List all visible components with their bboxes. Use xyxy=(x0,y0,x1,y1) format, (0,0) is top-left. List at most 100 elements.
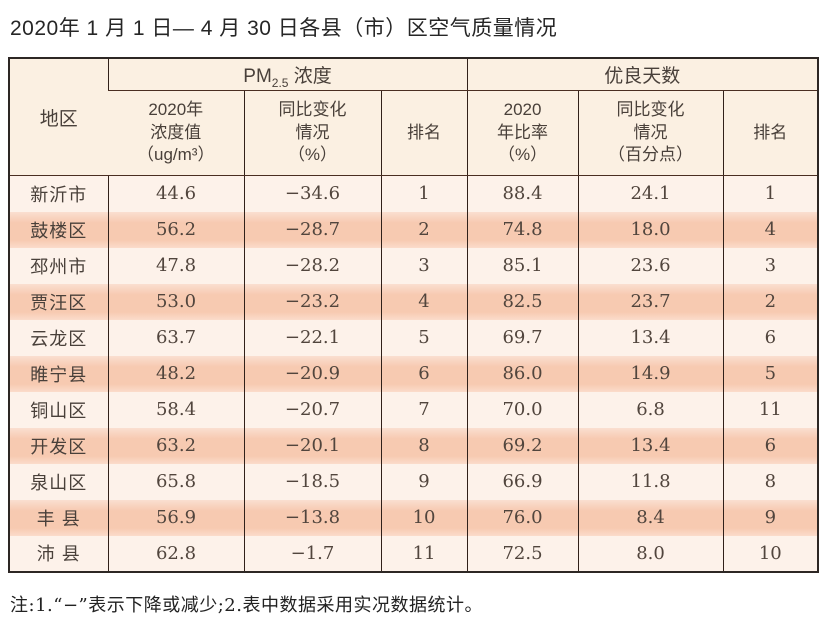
cell-pm-change: −23.2 xyxy=(243,283,381,320)
col-header-region: 地区 xyxy=(9,58,108,176)
cell-pm-change: −34.6 xyxy=(243,175,381,212)
cell-region: 丰 县 xyxy=(36,508,81,529)
cell-pm-value: 63.7 xyxy=(107,319,244,356)
cell-good-rate: 72.5 xyxy=(466,535,579,572)
cell-pm-rank: 8 xyxy=(380,427,468,464)
col-header-pm-rank: 排名 xyxy=(380,90,468,176)
cell-pm-value: 48.2 xyxy=(107,355,244,392)
cell-region: 鼓楼区 xyxy=(30,220,88,241)
cell-pm-rank: 3 xyxy=(380,247,468,284)
cell-good-change: 8.0 xyxy=(577,535,724,572)
cell-good-rank: 2 xyxy=(722,283,819,320)
cell-good-change: 8.4 xyxy=(577,499,724,536)
cell-good-rank: 10 xyxy=(722,535,819,572)
page-title: 2020年 1 月 1 日— 4 月 30 日各县（市）区空气质量情况 xyxy=(10,17,558,40)
cell-pm-change: −28.7 xyxy=(243,211,381,248)
cell-pm-value: 62.8 xyxy=(107,535,244,572)
cell-pm-change: −22.1 xyxy=(243,319,381,356)
table-row: 邳州市 47.8 −28.2 3 85.1 23.6 3 xyxy=(9,247,819,284)
cell-pm-change: −28.2 xyxy=(243,247,381,284)
table-row: 铜山区 58.4 −20.7 7 70.0 6.8 11 xyxy=(9,391,819,428)
cell-pm-rank: 9 xyxy=(380,463,468,500)
col-header-good-change: 同比变化 情况 （百分点） xyxy=(577,90,724,176)
cell-pm-rank: 4 xyxy=(380,283,468,320)
table-body: 新沂市 44.6 −34.6 1 88.4 24.1 1 鼓楼区 56.2 −2… xyxy=(9,175,819,572)
cell-pm-value: 56.2 xyxy=(107,211,244,248)
cell-pm-rank: 5 xyxy=(380,319,468,356)
cell-good-rank: 5 xyxy=(722,355,819,392)
table-row: 云龙区 63.7 −22.1 5 69.7 13.4 6 xyxy=(9,319,819,356)
cell-pm-change: −1.7 xyxy=(243,535,381,572)
cell-pm-value: 47.8 xyxy=(107,247,244,284)
cell-pm-change: −20.1 xyxy=(243,427,381,464)
cell-good-rate: 86.0 xyxy=(466,355,579,392)
cell-region: 邳州市 xyxy=(30,256,88,277)
cell-good-change: 23.7 xyxy=(577,283,724,320)
cell-good-rate: 69.2 xyxy=(466,427,579,464)
table-row: 贾汪区 53.0 −23.2 4 82.5 23.7 2 xyxy=(9,283,819,320)
table-row: 鼓楼区 56.2 −28.7 2 74.8 18.0 4 xyxy=(9,211,819,248)
cell-good-change: 24.1 xyxy=(577,175,724,212)
cell-region: 云龙区 xyxy=(30,328,88,349)
cell-region: 沛 县 xyxy=(36,544,81,564)
cell-good-change: 11.8 xyxy=(577,463,724,500)
cell-pm-value: 58.4 xyxy=(107,391,244,428)
cell-region: 新沂市 xyxy=(30,184,88,205)
cell-region: 铜山区 xyxy=(30,400,88,421)
cell-region: 贾汪区 xyxy=(30,292,88,313)
cell-good-rank: 6 xyxy=(722,319,819,356)
col-header-pm-value: 2020年 浓度值 （ug/m³） xyxy=(108,90,244,176)
cell-good-rank: 6 xyxy=(722,427,819,464)
pm25-label-prefix: PM xyxy=(243,66,272,87)
cell-good-rate: 88.4 xyxy=(466,175,579,212)
table-row: 睢宁县 48.2 −20.9 6 86.0 14.9 5 xyxy=(9,355,819,392)
cell-good-rank: 9 xyxy=(722,499,819,536)
cell-pm-change: −18.5 xyxy=(243,463,381,500)
col-header-pm-change: 同比变化 情况 （%） xyxy=(243,90,381,176)
cell-good-rank: 8 xyxy=(722,463,819,500)
cell-region: 泉山区 xyxy=(30,472,88,493)
table-header: 地区 PM2.5 浓度 优良天数 2020年 浓度值 （ug/m³） 同比变化 … xyxy=(9,58,819,176)
cell-pm-rank: 6 xyxy=(380,355,468,392)
cell-pm-value: 44.6 xyxy=(107,175,244,212)
header-sub-row: 2020年 浓度值 （ug/m³） 同比变化 情况 （%） 排名 2020 年比… xyxy=(9,90,819,176)
cell-pm-rank: 1 xyxy=(380,175,468,212)
cell-good-change: 23.6 xyxy=(577,247,724,284)
header-group-row: 地区 PM2.5 浓度 优良天数 xyxy=(9,58,819,176)
cell-pm-change: −20.9 xyxy=(243,355,381,392)
cell-good-rate: 76.0 xyxy=(466,499,579,536)
cell-good-rate: 74.8 xyxy=(466,211,579,248)
pm25-label-subscript: 2.5 xyxy=(271,75,289,90)
cell-pm-value: 53.0 xyxy=(107,283,244,320)
col-header-good-rate: 2020 年比率 （%） xyxy=(466,90,579,176)
table-row: 新沂市 44.6 −34.6 1 88.4 24.1 1 xyxy=(9,175,819,212)
cell-region: 睢宁县 xyxy=(30,364,88,385)
cell-region: 开发区 xyxy=(30,436,88,457)
cell-pm-change: −20.7 xyxy=(243,391,381,428)
cell-good-rate: 66.9 xyxy=(466,463,579,500)
cell-pm-value: 65.8 xyxy=(107,463,244,500)
cell-good-rank: 3 xyxy=(722,247,819,284)
cell-good-change: 6.8 xyxy=(577,391,724,428)
cell-good-rate: 70.0 xyxy=(466,391,579,428)
cell-good-change: 18.0 xyxy=(577,211,724,248)
cell-good-rate: 82.5 xyxy=(466,283,579,320)
cell-good-change: 14.9 xyxy=(577,355,724,392)
cell-good-rate: 85.1 xyxy=(466,247,579,284)
cell-good-rank: 4 xyxy=(722,211,819,248)
cell-good-change: 13.4 xyxy=(577,427,724,464)
table-row: 开发区 63.2 −20.1 8 69.2 13.4 6 xyxy=(9,427,819,464)
pm25-label-suffix: 浓度 xyxy=(288,66,332,87)
cell-pm-change: −13.8 xyxy=(243,499,381,536)
table-row: 沛 县 62.8 −1.7 11 72.5 8.0 10 xyxy=(9,535,819,572)
cell-pm-rank: 10 xyxy=(380,499,468,536)
cell-good-rate: 69.7 xyxy=(466,319,579,356)
air-quality-table: 地区 PM2.5 浓度 优良天数 2020年 浓度值 （ug/m³） 同比变化 … xyxy=(8,57,820,573)
cell-good-change: 13.4 xyxy=(577,319,724,356)
cell-good-rank: 1 xyxy=(722,175,819,212)
cell-pm-value: 56.9 xyxy=(107,499,244,536)
cell-pm-rank: 7 xyxy=(380,391,468,428)
col-group-good-days: 优良天数 xyxy=(466,58,819,91)
cell-good-rank: 11 xyxy=(722,391,819,428)
